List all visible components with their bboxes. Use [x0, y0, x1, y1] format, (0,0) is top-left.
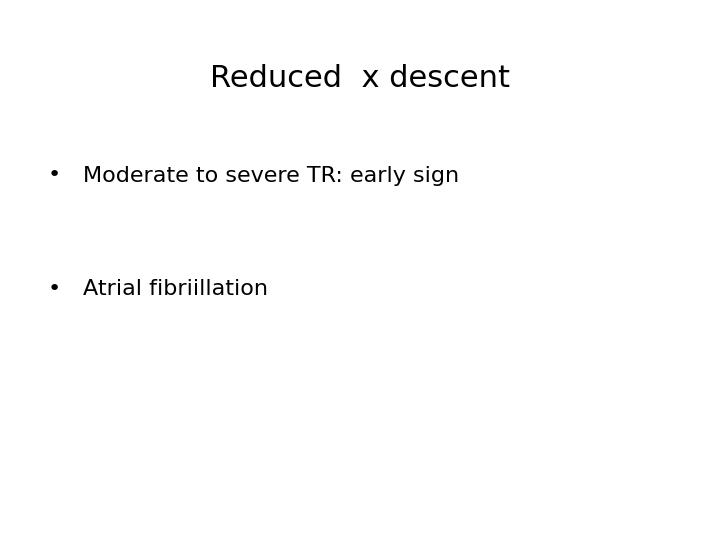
Text: Moderate to severe TR: early sign: Moderate to severe TR: early sign: [83, 165, 459, 186]
Text: Atrial fibriillation: Atrial fibriillation: [83, 279, 268, 299]
Text: •: •: [48, 165, 60, 186]
Text: Reduced  x descent: Reduced x descent: [210, 64, 510, 93]
Text: •: •: [48, 279, 60, 299]
